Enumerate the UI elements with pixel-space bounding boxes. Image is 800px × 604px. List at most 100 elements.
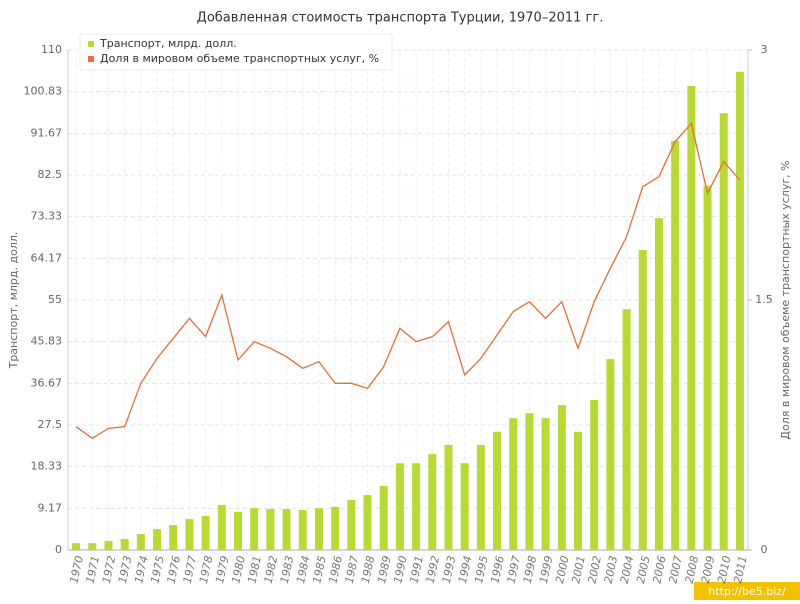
bar: [654, 218, 663, 550]
bar: [120, 539, 129, 550]
x-tick-label: 1995: [472, 555, 491, 585]
bar: [509, 418, 518, 550]
x-tick-label: 1975: [148, 555, 167, 585]
x-tick-label: 1977: [181, 555, 200, 585]
bar: [347, 500, 356, 550]
x-tick-label: 1979: [213, 555, 232, 585]
bar: [525, 413, 534, 550]
bar: [590, 400, 599, 550]
x-tick-label: 1998: [521, 555, 540, 585]
bar: [541, 418, 550, 550]
bar: [201, 515, 210, 550]
bar: [314, 508, 323, 550]
x-tick-label: 1992: [424, 555, 443, 585]
x-tick-label: 1973: [116, 555, 135, 585]
x-tick-label: 1981: [246, 555, 265, 585]
x-tick-label: 2000: [553, 555, 572, 585]
x-tick-label: 1985: [310, 555, 329, 585]
bar: [72, 543, 81, 550]
x-tick-label: 1983: [278, 555, 297, 585]
y-axis-label: Транспорт, млрд. долл.: [7, 232, 20, 370]
x-tick-label: 2004: [618, 555, 637, 585]
bar: [250, 508, 259, 550]
x-tick-label: 1984: [294, 555, 313, 585]
y-tick-label: 91.67: [31, 126, 63, 139]
x-tick-label: 2008: [683, 555, 702, 585]
bar: [671, 140, 680, 550]
y2-axis-label: Доля в мировом объеме транспортных услуг…: [779, 160, 792, 439]
y-tick-label: 36.67: [31, 376, 63, 389]
bar: [476, 445, 485, 550]
x-tick-label: 1993: [440, 555, 459, 585]
x-tick-label: 1972: [100, 555, 119, 585]
y-tick-label: 0: [55, 543, 62, 556]
bar: [363, 495, 372, 550]
bar: [169, 525, 178, 550]
bar: [574, 431, 582, 550]
bar: [104, 540, 113, 550]
bar: [88, 543, 97, 550]
bar: [266, 509, 275, 550]
x-tick-label: 1971: [84, 555, 103, 585]
x-tick-label: 1982: [262, 555, 281, 585]
x-tick-label: 1970: [67, 555, 86, 585]
bar: [460, 463, 469, 550]
bar: [379, 485, 388, 550]
x-tick-label: 1980: [229, 555, 248, 585]
bar: [606, 359, 615, 550]
x-tick-label: 1978: [197, 555, 216, 585]
y-tick-label: 64.17: [31, 251, 63, 264]
x-tick-label: 2006: [650, 555, 669, 585]
legend-box: [79, 33, 393, 71]
x-tick-label: 1996: [488, 555, 507, 585]
x-tick-label: 1986: [326, 555, 345, 585]
chart-title: Добавленная стоимость транспорта Турции,…: [197, 11, 604, 26]
legend: Транспорт, млрд. долл. Доля в мировом объ…: [79, 33, 393, 71]
x-tick-label: 2010: [715, 555, 734, 585]
bar: [234, 511, 242, 550]
bar: [557, 405, 566, 550]
legend-swatch: [88, 56, 94, 62]
bar: [185, 519, 194, 550]
bar: [282, 509, 291, 550]
bar: [638, 250, 647, 550]
x-tick-label: 1999: [537, 555, 556, 585]
x-tick-label: 2007: [666, 555, 685, 585]
legend-label: Доля в мировом объеме транспортных услуг…: [100, 52, 379, 65]
x-tick-label: 1990: [391, 555, 410, 585]
legend-swatch: [88, 41, 94, 47]
x-tick-label: 2011: [731, 555, 750, 585]
line-series: [75, 121, 741, 440]
x-tick-label: 1976: [165, 555, 184, 585]
x-tick-label: 2002: [586, 555, 605, 585]
x-tick-label: 2009: [699, 555, 718, 585]
y2-tick-label: 3: [761, 43, 768, 56]
bar: [412, 463, 421, 550]
y2-tick-label: 1.5: [755, 293, 773, 306]
watermark-bg: [694, 582, 800, 600]
x-tick-label: 2003: [602, 555, 621, 585]
bar: [153, 529, 162, 550]
x-tick-label: 2005: [634, 555, 653, 585]
legend-label: Транспорт, млрд. долл.: [99, 37, 237, 50]
bar: [217, 505, 226, 550]
x-tick-label: 1991: [407, 555, 426, 585]
bar: [703, 185, 712, 550]
y-tick-label: 82.5: [38, 168, 63, 181]
bar: [331, 506, 340, 550]
bar: [136, 534, 145, 550]
bar: [428, 454, 437, 550]
y-tick-label: 18.33: [31, 460, 63, 473]
y-tick-label: 9.17: [38, 501, 63, 514]
y-tick-label: 73.33: [31, 210, 63, 223]
bar: [444, 445, 453, 550]
x-tick-label: 1997: [505, 555, 524, 585]
bar: [395, 463, 404, 550]
x-tick-label: 1994: [456, 555, 475, 585]
bar: [687, 85, 696, 550]
y-tick-label: 55: [48, 293, 62, 306]
y-tick-label: 100.83: [24, 85, 63, 98]
bar: [735, 71, 744, 551]
bar: [719, 113, 728, 550]
